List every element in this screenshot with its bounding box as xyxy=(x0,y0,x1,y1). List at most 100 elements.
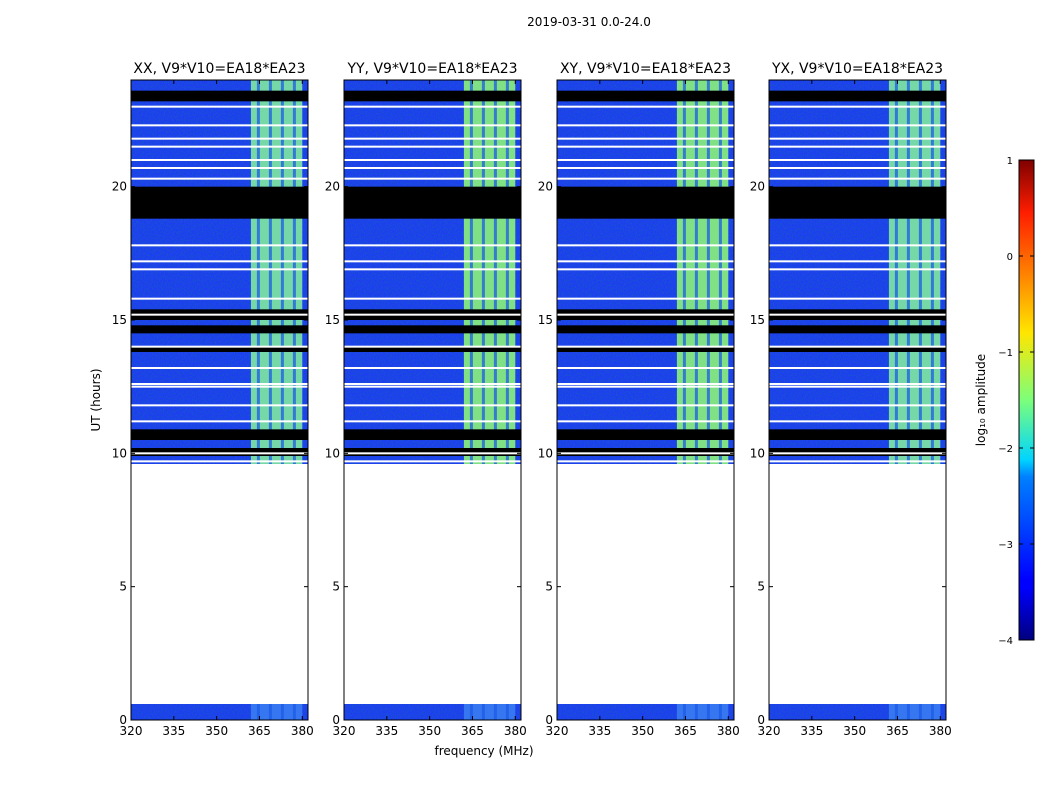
x-tick-label: 350 xyxy=(418,724,441,738)
rfi-band xyxy=(676,704,729,720)
gap-line xyxy=(557,297,734,300)
gap-line xyxy=(769,367,946,369)
x-tick-label: 350 xyxy=(843,724,866,738)
y-tick-label: 5 xyxy=(119,580,127,594)
flagged-band xyxy=(131,325,308,334)
gap-line xyxy=(557,244,734,247)
flagged-band xyxy=(131,186,308,219)
rfi-channel-gap xyxy=(918,80,922,464)
flagged-band xyxy=(769,429,946,440)
rfi-channel-gap xyxy=(718,704,722,720)
panel-title: XX, V9*V10=EA18*EA23 xyxy=(133,61,305,77)
rfi-channel-gap xyxy=(505,80,509,464)
gap-line xyxy=(557,177,734,180)
rfi-channel-gap xyxy=(894,80,898,464)
x-tick-label: 380 xyxy=(291,724,314,738)
rfi-band xyxy=(463,704,516,720)
gap-line xyxy=(769,167,946,169)
flagged-band xyxy=(557,346,734,352)
rfi-channel-gap xyxy=(930,704,934,720)
flagged-band xyxy=(557,325,734,334)
gap-line xyxy=(557,385,734,388)
panel-title: YY, V9*V10=EA18*EA23 xyxy=(346,61,517,77)
x-tick-label: 365 xyxy=(674,724,697,738)
gap-line xyxy=(769,452,946,455)
gap-line xyxy=(131,383,308,385)
gap-line xyxy=(131,159,308,161)
gap-line xyxy=(344,297,521,300)
panel-xy: XY, V9*V10=EA18*EA23 0 5 10 15 20 320 335 350 365… xyxy=(538,61,740,738)
gap-line xyxy=(131,268,308,271)
rfi-channel-gap xyxy=(706,80,710,464)
gap-line xyxy=(131,313,308,316)
gap-line xyxy=(769,297,946,300)
gap-line xyxy=(344,137,521,140)
y-tick-label: 0 xyxy=(757,713,765,727)
gap-line xyxy=(131,385,308,388)
flagged-band xyxy=(131,346,308,352)
y-tick-label: 10 xyxy=(538,446,553,460)
y-tick-label: 10 xyxy=(750,446,765,460)
gap-line xyxy=(131,367,308,369)
rfi-channel-gap xyxy=(256,80,260,464)
x-tick-label: 350 xyxy=(205,724,228,738)
rfi-channel-gap xyxy=(718,80,722,464)
gap-line xyxy=(557,105,734,108)
rfi-channel-gap xyxy=(280,704,284,720)
x-tick-label: 335 xyxy=(162,724,185,738)
gap-line xyxy=(131,260,308,263)
rfi-channel-gap xyxy=(694,704,698,720)
plot-frame xyxy=(343,79,522,721)
gap-line xyxy=(769,105,946,108)
gap-line xyxy=(557,460,734,463)
gap-line xyxy=(769,177,946,180)
flagged-band xyxy=(344,90,521,102)
colorbar: 1 0 −1 −2 −3 −4 log₁₀ amplitude xyxy=(974,156,1035,647)
rfi-channel-gap xyxy=(268,704,272,720)
y-tick-label: 10 xyxy=(325,446,340,460)
flagged-band xyxy=(557,186,734,219)
x-tick-label: 335 xyxy=(800,724,823,738)
gap-line xyxy=(131,297,308,300)
gap-line xyxy=(769,420,946,423)
y-tick-label: 15 xyxy=(538,313,553,327)
gap-line xyxy=(344,124,521,127)
flagged-band xyxy=(131,448,308,456)
gap-line xyxy=(769,260,946,263)
gap-line xyxy=(557,313,734,316)
gap-line xyxy=(344,383,521,385)
rfi-channel-gap xyxy=(930,80,934,464)
gap-line xyxy=(131,145,308,148)
x-tick-label: 380 xyxy=(929,724,952,738)
gap-line xyxy=(557,167,734,169)
gap-line xyxy=(769,268,946,271)
gap-line xyxy=(344,345,521,348)
gap-line xyxy=(769,244,946,247)
colorbar-ticks: 1 0 −1 −2 −3 −4 xyxy=(998,156,1034,647)
gap-line xyxy=(557,404,734,407)
gap-line xyxy=(344,167,521,169)
flagged-band xyxy=(769,346,946,352)
flagged-band xyxy=(557,90,734,102)
x-tick-label: 335 xyxy=(588,724,611,738)
gap-line xyxy=(344,159,521,161)
gap-line xyxy=(131,124,308,127)
colorbar-tick-label: −2 xyxy=(998,444,1013,455)
plot-frame xyxy=(768,79,947,721)
gap-line xyxy=(344,420,521,423)
plot-frame xyxy=(130,79,309,721)
y-tick-label: 10 xyxy=(112,446,127,460)
panels: XX, V9*V10=EA18*EA23 0 5 10 15 20 320 335 350 365… xyxy=(112,61,952,738)
gap-line xyxy=(344,367,521,369)
y-tick-label: 20 xyxy=(325,180,340,194)
x-tick-label: 365 xyxy=(461,724,484,738)
x-tick-label: 335 xyxy=(375,724,398,738)
gap-line xyxy=(344,404,521,407)
panel-xx: XX, V9*V10=EA18*EA23 0 5 10 15 20 320 335 350 365… xyxy=(112,61,314,738)
gap-line xyxy=(344,177,521,180)
rfi-channel-gap xyxy=(280,80,284,464)
gap-line xyxy=(344,452,521,455)
x-tick-label: 320 xyxy=(758,724,781,738)
flagged-band xyxy=(769,325,946,334)
